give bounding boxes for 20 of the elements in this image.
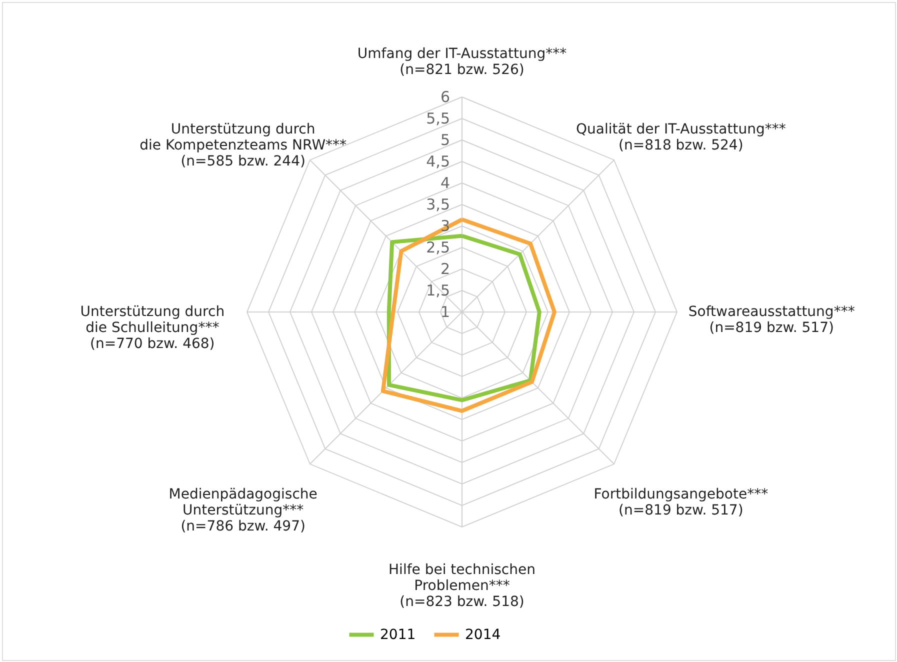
- spoke-label: Qualität der IT-Ausstattung*** (n=818 bzw. 524): [576, 122, 786, 154]
- spoke-label: Unterstützung durch die Schulleitung*** (n=770 bzw. 468): [80, 304, 225, 352]
- spoke-label: Softwareausstattung*** (n=819 bzw. 517): [688, 304, 855, 336]
- y-tick-label: 4: [440, 174, 450, 192]
- y-tick-label: 4,5: [426, 152, 450, 170]
- y-tick-label: 1: [440, 303, 450, 321]
- y-tick-label: 2,5: [426, 238, 450, 256]
- spoke-label: Unterstützung durch die Kompetenzteams NRW*** (n=585 bzw. 244): [140, 122, 347, 170]
- y-tick-label: 5,5: [426, 110, 450, 128]
- legend-label: 2014: [465, 626, 501, 643]
- spoke-label: Umfang der IT-Ausstattung*** (n=821 bzw. 526): [357, 46, 567, 78]
- spoke-label: Medienpädagogische Unterstützung*** (n=786 bzw. 497): [168, 486, 318, 534]
- legend-label: 2011: [380, 626, 416, 643]
- spoke-label: Fortbildungsangebote*** (n=819 bzw. 517): [594, 486, 768, 518]
- y-tick-label: 5: [440, 131, 450, 149]
- y-tick-label: 1,5: [426, 282, 450, 300]
- y-tick-label: 2: [440, 260, 450, 278]
- y-tick-label: 3,5: [426, 196, 450, 214]
- y-tick-label: 6: [440, 88, 450, 106]
- spoke-label: Hilfe bei technischen Problemen*** (n=823 bzw. 518): [388, 562, 536, 610]
